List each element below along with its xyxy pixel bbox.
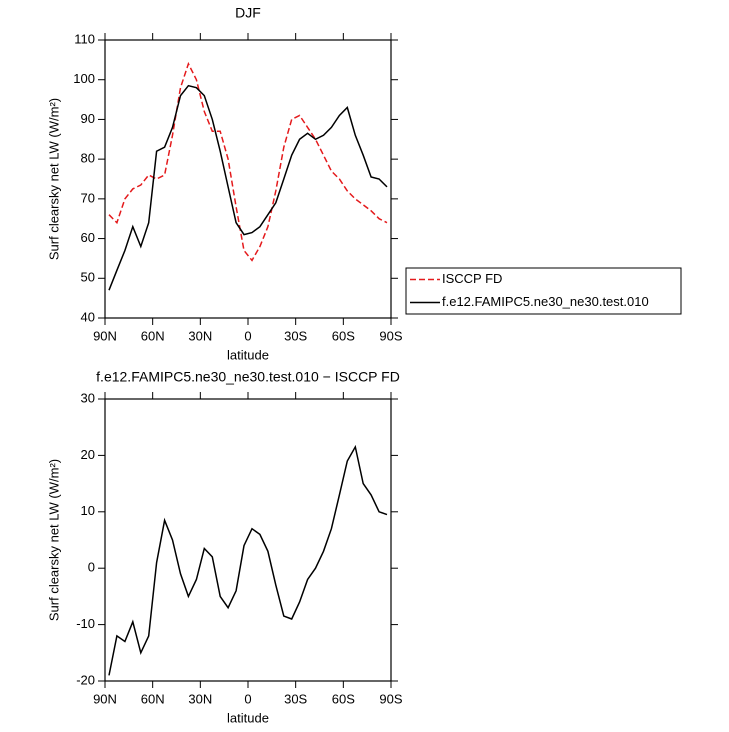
x-tick-label: 30N bbox=[188, 328, 212, 343]
plot-frame bbox=[104, 39, 392, 319]
y-tick-label: 30 bbox=[81, 390, 95, 405]
x-axis-label: latitude bbox=[227, 347, 269, 362]
x-tick-label: 90S bbox=[379, 691, 402, 706]
x-tick-label: 0 bbox=[244, 328, 251, 343]
y-tick-label: 0 bbox=[88, 560, 95, 575]
x-tick-label: 30N bbox=[188, 691, 212, 706]
x-tick-label: 30S bbox=[284, 328, 307, 343]
x-tick-label: 60N bbox=[141, 328, 165, 343]
legend-box bbox=[405, 267, 682, 315]
y-tick-label: 20 bbox=[81, 447, 95, 462]
y-tick-label: 60 bbox=[81, 230, 95, 245]
y-tick-label: 80 bbox=[81, 151, 95, 166]
y-axis-label: Surf clearsky net LW (W/m²) bbox=[46, 459, 61, 621]
y-tick-label: 10 bbox=[81, 503, 95, 518]
data-line bbox=[108, 84, 388, 291]
data-line bbox=[108, 61, 388, 262]
y-tick-label: 90 bbox=[81, 111, 95, 126]
y-tick-label: -10 bbox=[76, 616, 95, 631]
x-tick-label: 90N bbox=[93, 328, 117, 343]
y-tick-label: 50 bbox=[81, 270, 95, 285]
y-tick-label: 100 bbox=[73, 71, 95, 86]
x-tick-label: 60N bbox=[141, 691, 165, 706]
x-tick-label: 60S bbox=[332, 691, 355, 706]
legend-label: ISCCP FD bbox=[442, 271, 502, 286]
x-tick-label: 60S bbox=[332, 328, 355, 343]
y-tick-label: -20 bbox=[76, 672, 95, 687]
x-tick-label: 0 bbox=[244, 691, 251, 706]
y-tick-label: 110 bbox=[74, 31, 95, 46]
x-tick-label: 90S bbox=[379, 328, 402, 343]
x-axis-label: latitude bbox=[227, 710, 269, 725]
y-axis-label: Surf clearsky net LW (W/m²) bbox=[46, 98, 61, 260]
legend-label: f.e12.FAMIPC5.ne30_ne30.test.010 bbox=[442, 294, 649, 309]
chart-title: f.e12.FAMIPC5.ne30_ne30.test.010 − ISCCP… bbox=[96, 369, 400, 385]
y-tick-label: 40 bbox=[81, 309, 95, 324]
data-line bbox=[108, 444, 388, 676]
x-tick-label: 30S bbox=[284, 691, 307, 706]
x-tick-label: 90N bbox=[93, 691, 117, 706]
y-tick-label: 70 bbox=[81, 190, 95, 205]
chart-title: DJF bbox=[235, 5, 261, 21]
